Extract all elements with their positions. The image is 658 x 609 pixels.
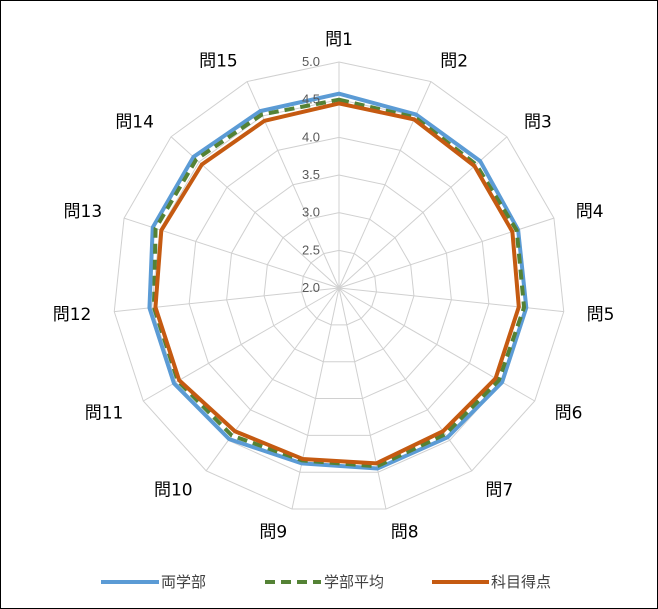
category-label: 問11 bbox=[85, 404, 124, 424]
category-label: 問13 bbox=[64, 202, 103, 222]
grid-spoke bbox=[291, 287, 340, 510]
category-label: 問4 bbox=[576, 202, 604, 222]
legend-label: 科目得点 bbox=[491, 573, 551, 591]
tick-label: 2.0 bbox=[302, 280, 320, 295]
series-line bbox=[153, 101, 521, 466]
grid-ring bbox=[301, 249, 377, 326]
tick-label: 5.0 bbox=[302, 54, 320, 69]
category-label-layer: 問1 問2 問3 問4 問5 問6 問7 問8 問9 問10 問11 問12 問13 問14 問15 bbox=[53, 30, 615, 543]
grid-spoke bbox=[338, 287, 387, 510]
category-label: 問7 bbox=[485, 480, 513, 500]
tick-label: 3.5 bbox=[302, 167, 320, 182]
tick-label: 4.5 bbox=[302, 92, 320, 107]
category-label: 問9 bbox=[259, 523, 287, 543]
category-label: 問10 bbox=[154, 480, 193, 500]
grid-layer bbox=[113, 61, 565, 510]
category-label: 問1 bbox=[325, 30, 353, 50]
series-line bbox=[147, 91, 529, 471]
grid-ring bbox=[188, 136, 490, 436]
grid-spoke bbox=[338, 287, 473, 472]
category-label: 問5 bbox=[587, 305, 615, 325]
category-label: 問6 bbox=[555, 404, 583, 424]
tick-label: 4.0 bbox=[302, 129, 320, 144]
legend-label: 学部平均 bbox=[324, 573, 384, 591]
grid-spoke bbox=[170, 136, 340, 289]
category-label: 問2 bbox=[440, 52, 468, 72]
grid-spoke bbox=[143, 287, 340, 402]
series-line bbox=[151, 97, 527, 469]
grid-spoke bbox=[338, 287, 564, 313]
legend-label: 両学部 bbox=[161, 573, 206, 591]
series-layer bbox=[147, 91, 529, 471]
tick-label: 3.0 bbox=[302, 205, 320, 220]
tick-label: 2.5 bbox=[302, 242, 320, 257]
grid-spoke bbox=[338, 136, 508, 289]
category-label: 問3 bbox=[524, 112, 552, 132]
category-label: 問14 bbox=[115, 112, 154, 132]
category-label: 問15 bbox=[199, 52, 238, 72]
grid-spoke bbox=[114, 287, 340, 313]
grid-ring bbox=[263, 212, 415, 363]
grid-ring bbox=[226, 174, 452, 400]
category-label: 問12 bbox=[53, 305, 92, 325]
category-label: 問8 bbox=[391, 523, 419, 543]
grid-ring bbox=[113, 61, 565, 510]
legend: 両学部 学部平均 科目得点 bbox=[101, 573, 551, 591]
tick-label-layer: 2.0 2.5 3.0 3.5 4.0 4.5 5.0 bbox=[302, 54, 320, 295]
